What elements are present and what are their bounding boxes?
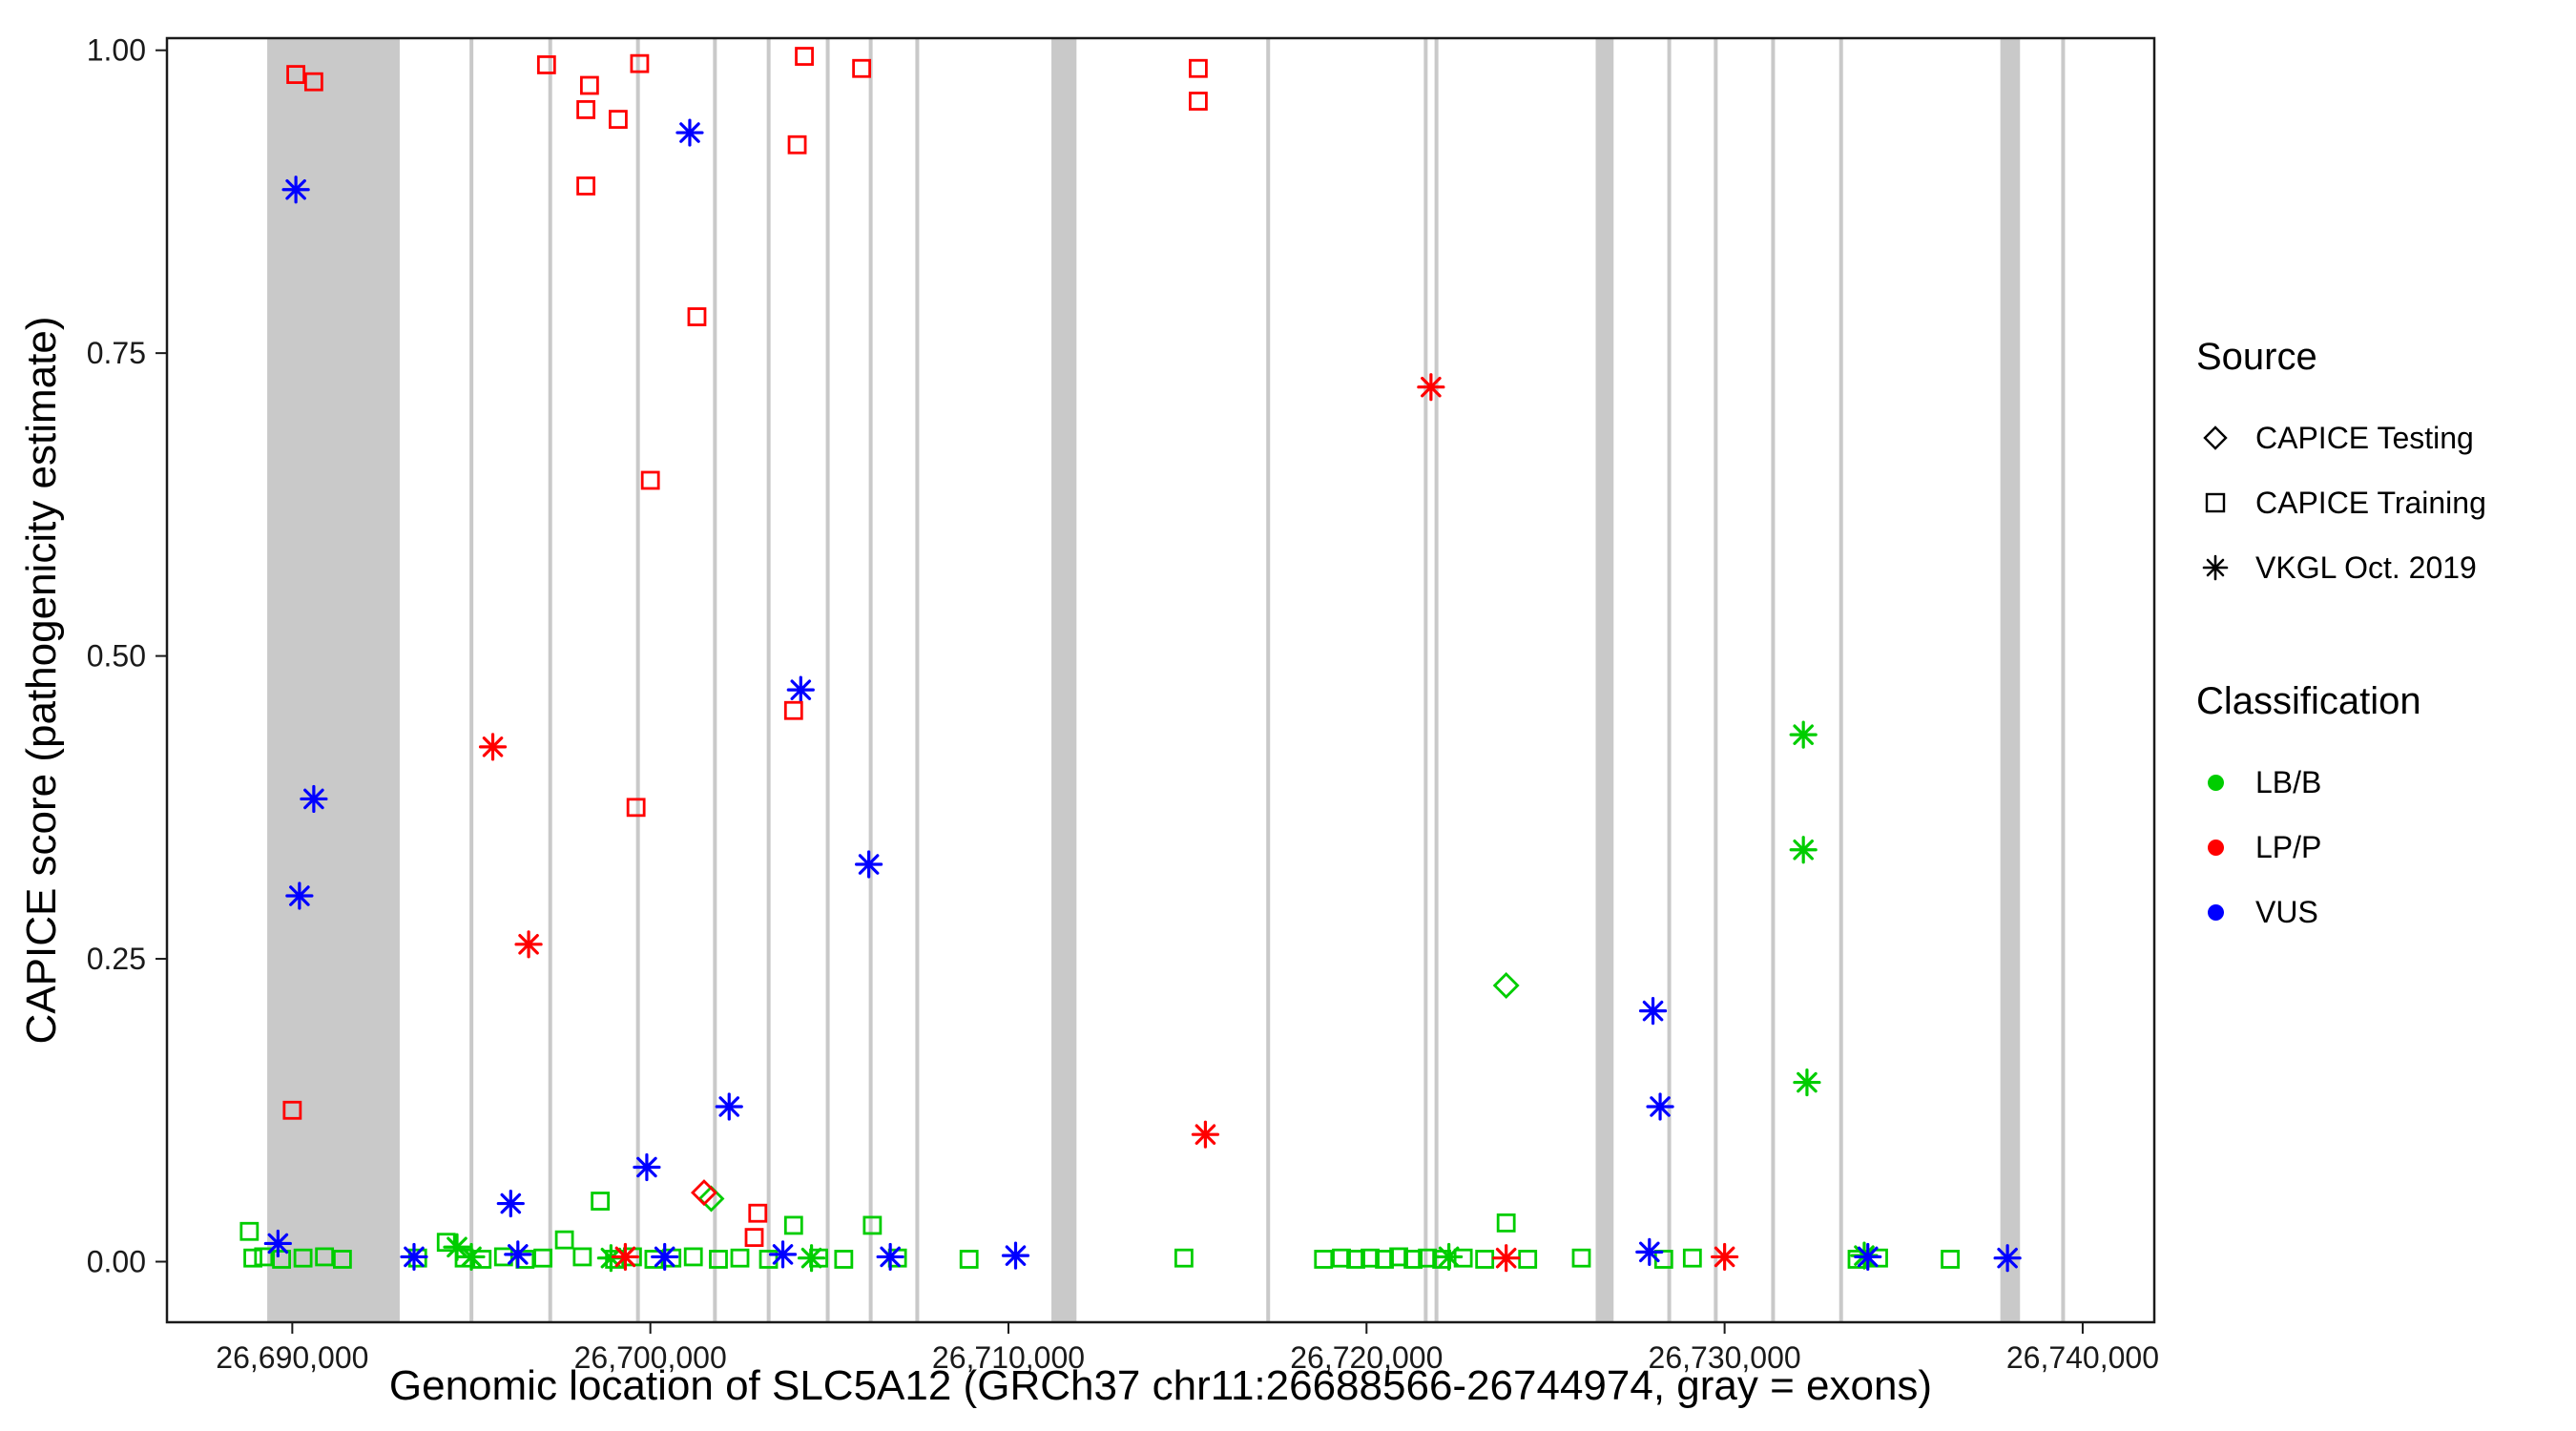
legend-label: VUS	[2255, 894, 2318, 929]
svg-text:26,700,000: 26,700,000	[574, 1340, 727, 1375]
legend-item-lbb: LB/B	[2196, 750, 2568, 815]
legend-item-capice-training: CAPICE Training	[2196, 470, 2568, 535]
legend-label: CAPICE Testing	[2255, 420, 2474, 455]
legend-item-lpp: LP/P	[2196, 815, 2568, 880]
legend-source-title: Source	[2196, 336, 2317, 378]
svg-text:26,690,000: 26,690,000	[216, 1340, 368, 1375]
svg-text:26,710,000: 26,710,000	[932, 1340, 1085, 1375]
svg-text:26,720,000: 26,720,000	[1290, 1340, 1443, 1375]
y-axis-title: CAPICE score (pathogenicity estimate)	[18, 316, 65, 1045]
legend-label: LP/P	[2255, 829, 2322, 864]
legend-label: LB/B	[2255, 764, 2322, 799]
red-dot-icon	[2196, 828, 2234, 866]
legend-classification-title: Classification	[2196, 680, 2421, 722]
svg-text:0.25: 0.25	[87, 942, 146, 976]
diamond-icon	[2196, 419, 2234, 457]
svg-text:26,740,000: 26,740,000	[2006, 1340, 2159, 1375]
asterisk-icon	[2196, 549, 2234, 587]
svg-text:0.00: 0.00	[87, 1245, 146, 1279]
legend-item-vus: VUS	[2196, 880, 2568, 944]
square-icon	[2196, 484, 2234, 522]
svg-text:0.50: 0.50	[87, 639, 146, 674]
legend: Source CAPICE Testing CAPICE Training VK…	[2196, 336, 2568, 944]
svg-text:0.75: 0.75	[87, 336, 146, 370]
legend-label: CAPICE Training	[2255, 485, 2486, 520]
green-dot-icon	[2196, 763, 2234, 801]
svg-text:1.00: 1.00	[87, 33, 146, 68]
legend-item-vkgl: VKGL Oct. 2019	[2196, 535, 2568, 600]
svg-text:26,730,000: 26,730,000	[1649, 1340, 1801, 1375]
legend-label: VKGL Oct. 2019	[2255, 550, 2477, 585]
x-axis-title: Genomic location of SLC5A12 (GRCh37 chr1…	[388, 1362, 1933, 1409]
legend-item-capice-testing: CAPICE Testing	[2196, 405, 2568, 470]
blue-dot-icon	[2196, 893, 2234, 931]
